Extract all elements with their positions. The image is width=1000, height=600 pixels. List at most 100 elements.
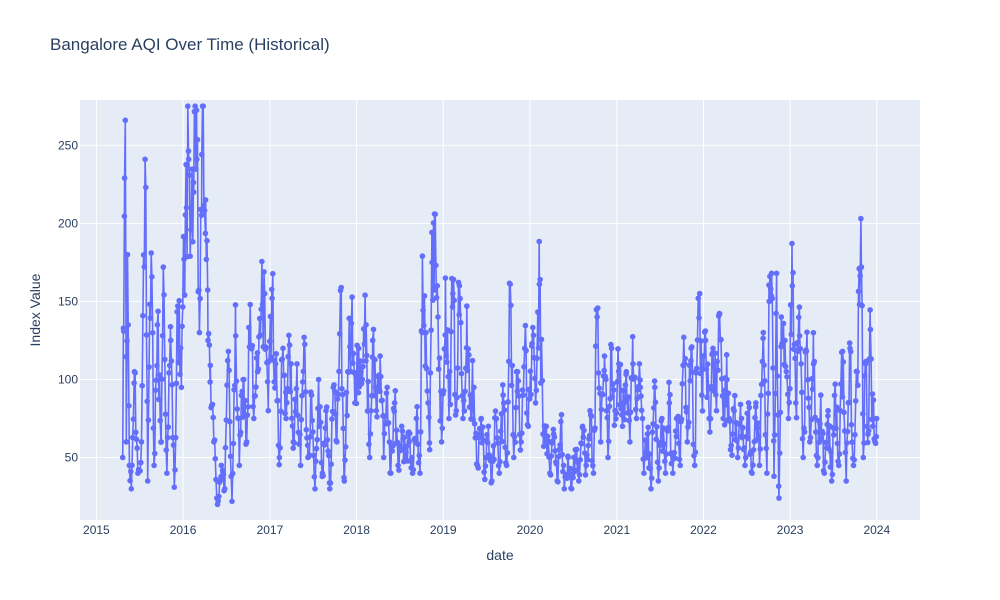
data-point[interactable] <box>286 332 292 339</box>
data-point[interactable] <box>211 437 218 443</box>
data-point[interactable] <box>335 391 342 398</box>
data-point[interactable] <box>854 368 860 375</box>
data-point[interactable] <box>820 430 826 437</box>
data-point[interactable] <box>817 421 823 427</box>
data-point[interactable] <box>605 454 611 461</box>
data-point[interactable] <box>689 344 695 350</box>
data-point[interactable] <box>369 337 376 344</box>
data-point[interactable] <box>804 377 811 383</box>
data-point[interactable] <box>157 417 163 424</box>
data-point[interactable] <box>280 345 286 352</box>
data-point[interactable] <box>229 470 236 477</box>
data-point[interactable] <box>437 418 444 424</box>
data-point[interactable] <box>756 434 762 440</box>
data-point[interactable] <box>869 416 875 423</box>
data-point[interactable] <box>130 416 137 423</box>
data-point[interactable] <box>313 445 320 452</box>
data-point[interactable] <box>227 453 234 460</box>
data-point[interactable] <box>481 469 487 475</box>
data-point[interactable] <box>721 387 727 394</box>
data-point[interactable] <box>574 467 581 473</box>
data-point[interactable] <box>396 467 402 473</box>
data-point[interactable] <box>623 368 630 375</box>
data-point[interactable] <box>508 302 514 309</box>
data-point[interactable] <box>610 381 616 387</box>
data-point[interactable] <box>859 302 865 309</box>
data-point[interactable] <box>855 288 862 295</box>
data-point[interactable] <box>662 470 669 477</box>
data-point[interactable] <box>429 229 435 236</box>
data-point[interactable] <box>482 476 488 483</box>
data-point[interactable] <box>663 451 669 458</box>
data-point[interactable] <box>177 371 183 378</box>
data-point[interactable] <box>425 400 431 406</box>
data-point[interactable] <box>479 424 486 430</box>
data-point[interactable] <box>844 428 851 435</box>
data-point[interactable] <box>241 376 247 383</box>
data-point[interactable] <box>196 287 202 294</box>
data-point[interactable] <box>787 385 793 392</box>
data-point[interactable] <box>201 202 207 209</box>
data-point[interactable] <box>568 486 575 492</box>
data-point[interactable] <box>167 323 174 330</box>
data-point[interactable] <box>530 324 536 331</box>
data-point[interactable] <box>194 136 201 143</box>
data-point[interactable] <box>648 486 654 492</box>
data-point[interactable] <box>839 348 846 355</box>
data-point[interactable] <box>690 441 697 448</box>
data-point[interactable] <box>684 439 691 445</box>
data-point[interactable] <box>276 454 283 461</box>
data-point[interactable] <box>366 441 372 448</box>
data-point[interactable] <box>347 343 353 350</box>
data-point[interactable] <box>140 312 146 319</box>
data-point[interactable] <box>149 330 156 336</box>
data-point[interactable] <box>138 459 144 466</box>
data-point[interactable] <box>496 470 503 477</box>
data-point[interactable] <box>700 353 706 359</box>
data-point[interactable] <box>473 430 479 437</box>
data-point[interactable] <box>833 404 840 411</box>
data-point[interactable] <box>292 396 298 403</box>
data-point[interactable] <box>249 342 256 349</box>
data-point[interactable] <box>698 338 704 344</box>
data-point[interactable] <box>613 410 620 416</box>
data-point[interactable] <box>265 407 272 414</box>
data-point[interactable] <box>600 391 606 398</box>
data-point[interactable] <box>167 337 174 344</box>
data-point[interactable] <box>450 276 457 283</box>
data-point[interactable] <box>154 322 161 328</box>
data-point[interactable] <box>401 434 408 441</box>
data-point[interactable] <box>229 498 235 505</box>
data-point[interactable] <box>150 425 157 432</box>
data-point[interactable] <box>769 295 776 302</box>
data-point[interactable] <box>273 351 280 357</box>
data-point[interactable] <box>270 270 276 277</box>
data-point[interactable] <box>792 355 798 362</box>
data-point[interactable] <box>614 378 621 385</box>
data-point[interactable] <box>364 352 370 359</box>
data-point[interactable] <box>179 323 185 330</box>
data-point[interactable] <box>873 433 880 440</box>
data-point[interactable] <box>175 303 181 309</box>
data-point[interactable] <box>521 364 527 370</box>
data-point[interactable] <box>162 411 169 418</box>
data-point[interactable] <box>141 264 148 270</box>
data-point[interactable] <box>432 211 439 217</box>
data-point[interactable] <box>162 356 168 363</box>
data-point[interactable] <box>334 396 341 402</box>
data-point[interactable] <box>174 309 180 315</box>
data-point[interactable] <box>501 407 508 413</box>
data-point[interactable] <box>670 470 676 477</box>
data-point[interactable] <box>145 417 152 423</box>
data-point[interactable] <box>502 444 509 451</box>
data-point[interactable] <box>560 468 566 475</box>
data-point[interactable] <box>590 462 596 469</box>
data-point[interactable] <box>353 400 360 407</box>
data-point[interactable] <box>119 454 126 461</box>
data-point[interactable] <box>681 334 687 341</box>
data-point[interactable] <box>314 436 321 443</box>
data-point[interactable] <box>123 353 129 360</box>
data-point[interactable] <box>383 390 390 396</box>
data-point[interactable] <box>833 425 839 432</box>
data-point[interactable] <box>738 415 745 422</box>
